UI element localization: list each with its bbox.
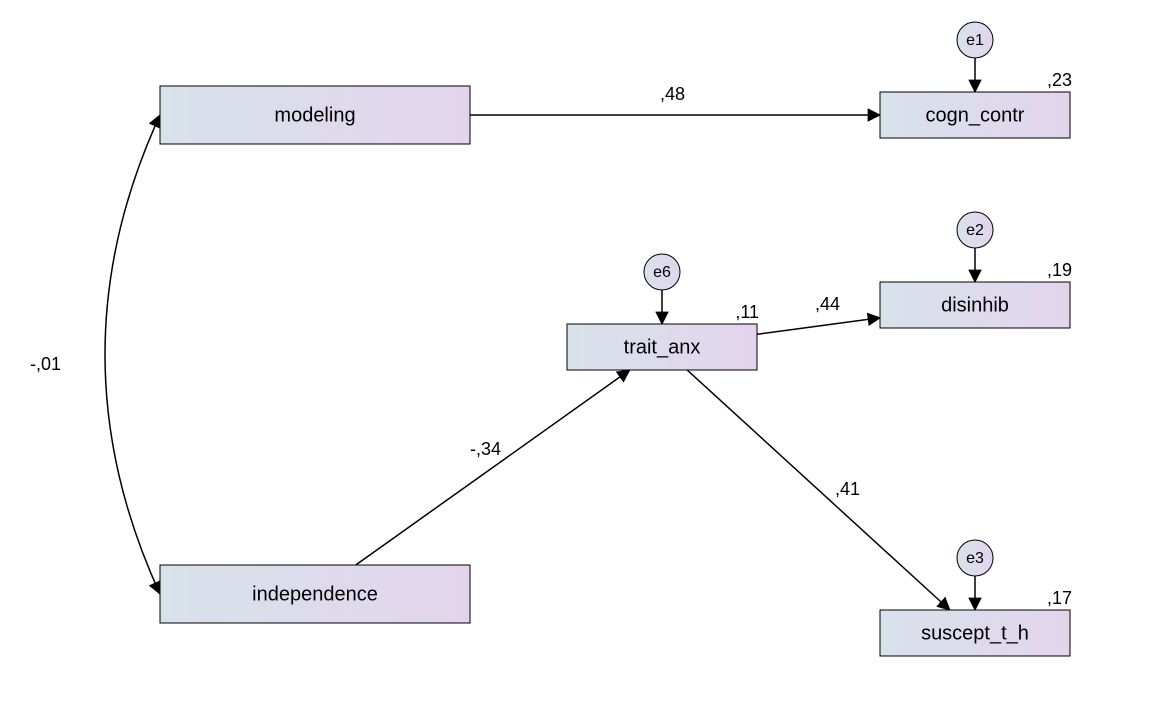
node-label-cogn_contr: cogn_contr	[926, 104, 1025, 126]
cov-coef-modeling-independence: -,01	[30, 354, 61, 374]
error-label-e6: e6	[653, 264, 671, 281]
path-diagram: modeling independence trait_anx ,11 cogn_con…	[0, 0, 1149, 725]
r2-cogn_contr: ,23	[1047, 70, 1072, 90]
node-label-independence: independence	[252, 583, 378, 605]
node-label-modeling: modeling	[274, 104, 355, 126]
node-label-disinhib: disinhib	[941, 294, 1009, 316]
path-independence-trait_anx	[356, 370, 630, 565]
error-label-e3: e3	[966, 550, 984, 567]
error-label-e1: e1	[966, 32, 984, 49]
node-label-trait_anx: trait_anx	[624, 336, 701, 358]
coef-modeling-cogn_contr: ,48	[660, 84, 685, 104]
r2-suscept_t_h: ,17	[1047, 588, 1072, 608]
node-label-suscept_t_h: suscept_t_h	[921, 622, 1029, 644]
coef-independence-trait_anx: -,34	[470, 439, 501, 459]
error-label-e2: e2	[966, 222, 984, 239]
cov-modeling-independence	[105, 115, 160, 594]
path-trait_anx-suscept_t_h	[687, 370, 950, 610]
coef-trait_anx-disinhib: ,44	[815, 294, 840, 314]
r2-disinhib: ,19	[1047, 260, 1072, 280]
coef-trait_anx-suscept_t_h: ,41	[835, 479, 860, 499]
path-trait_anx-disinhib	[757, 318, 880, 335]
r2-trait_anx: ,11	[735, 302, 759, 322]
